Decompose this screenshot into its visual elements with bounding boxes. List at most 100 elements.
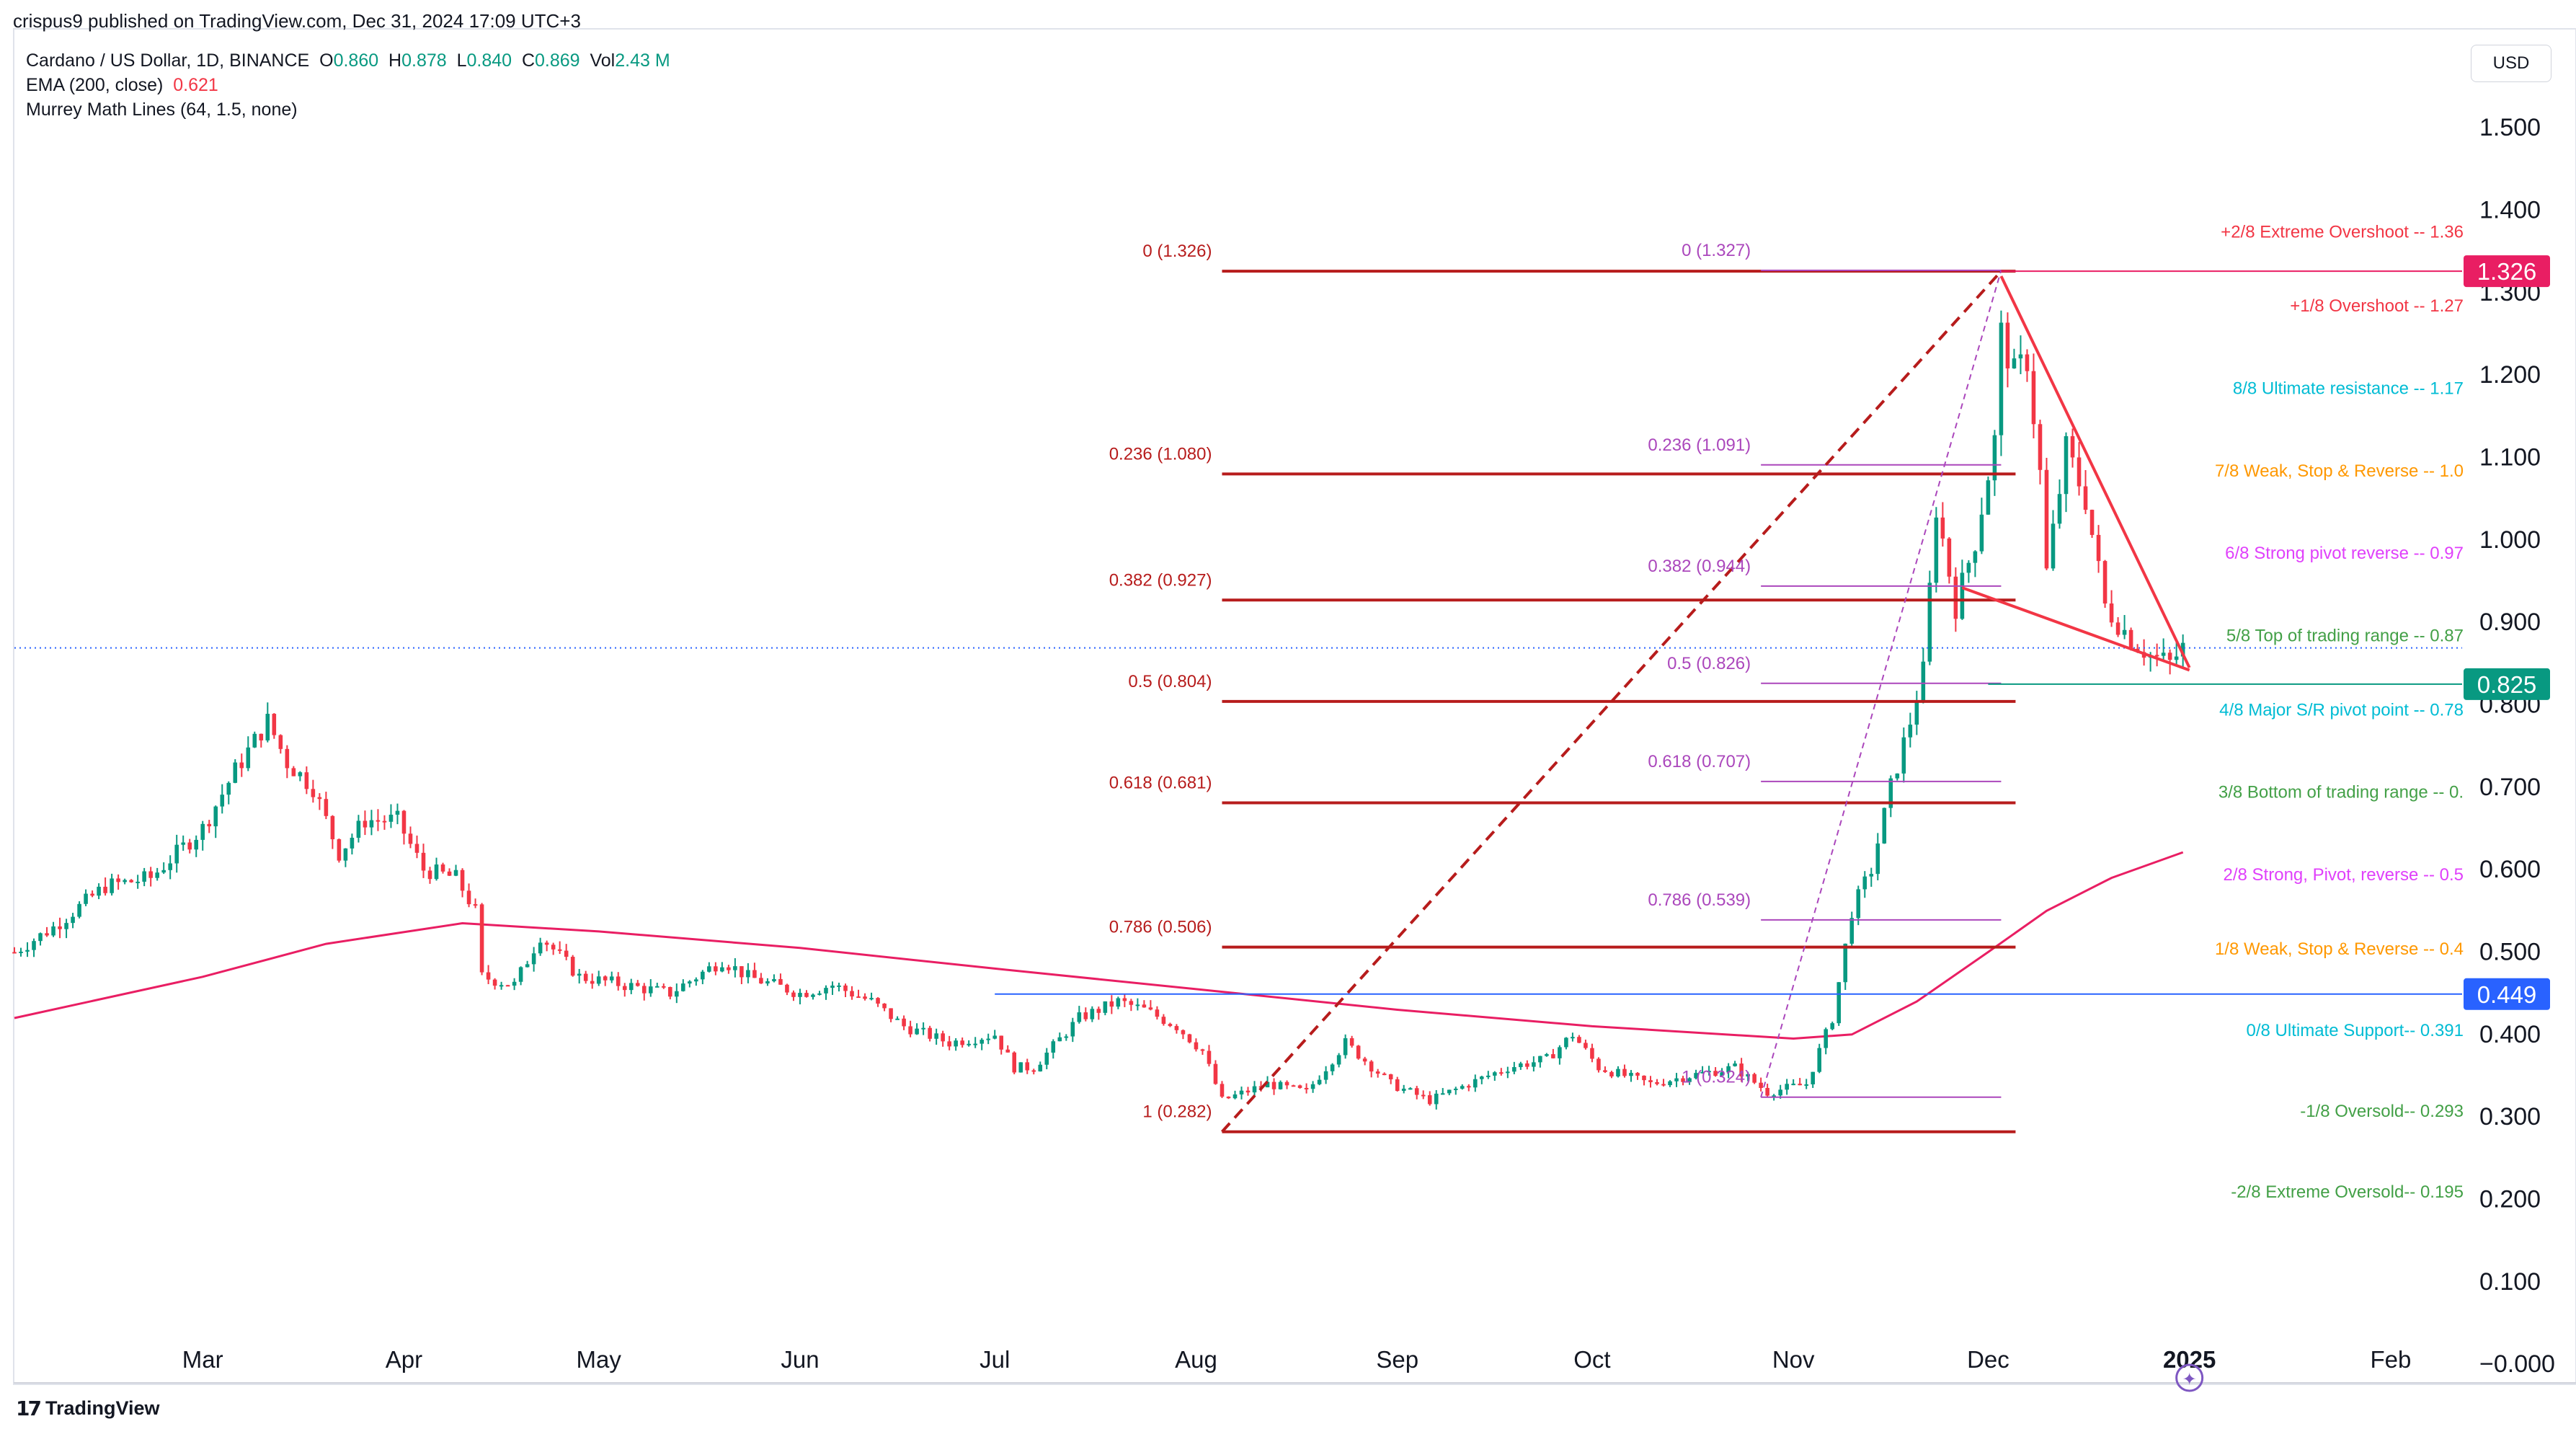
candle-body <box>1927 583 1932 662</box>
candle-body <box>876 998 880 1004</box>
candle-body <box>1519 1063 1523 1068</box>
candle-body <box>1629 1073 1633 1076</box>
candle-body <box>1434 1093 1439 1105</box>
x-tick-label: Apr <box>386 1346 422 1373</box>
candle-body <box>759 978 763 984</box>
y-tick-label: 0.900 <box>2479 609 2541 636</box>
candle-body <box>1953 576 1958 619</box>
candle-body <box>1726 1066 1731 1073</box>
fib-level-label: 1 (0.282) <box>1142 1102 1212 1122</box>
candle-body <box>388 814 394 822</box>
candle-body <box>616 976 621 986</box>
candle-body <box>1103 1001 1108 1013</box>
murrey-line-label: 3/8 Bottom of trading range -- 0. <box>2219 783 2464 802</box>
candle-body <box>77 903 81 917</box>
publish-info: crispus9 published on TradingView.com, D… <box>13 10 581 32</box>
candle-body <box>772 978 776 981</box>
candle-body <box>1882 808 1887 844</box>
candle-body <box>1577 1037 1581 1043</box>
symbol-legend[interactable]: Cardano / US Dollar, 1D, BINANCE O0.860 … <box>26 50 670 71</box>
x-tick-label: Dec <box>1967 1346 2009 1373</box>
candle-body <box>103 886 107 893</box>
candle-body <box>505 985 510 987</box>
candle-body <box>1453 1088 1458 1090</box>
candle-body <box>376 820 381 822</box>
y-tick-label: 1.400 <box>2479 197 2541 224</box>
candle-body <box>45 933 49 936</box>
trend-line <box>1220 270 2002 1133</box>
candle-body <box>1681 1078 1685 1082</box>
candle-body <box>1622 1069 1627 1076</box>
candle-body <box>518 967 523 982</box>
candle-body <box>1025 1062 1030 1071</box>
candle-body <box>2174 656 2179 660</box>
candle-body <box>1343 1038 1348 1056</box>
murrey-line-label: +1/8 Overshoot -- 1.27 <box>2290 296 2464 316</box>
murrey-line-label: -2/8 Extreme Oversold-- 0.195 <box>2231 1182 2464 1202</box>
murrey-legend[interactable]: Murrey Math Lines (64, 1.5, none) <box>26 99 298 120</box>
candle-body <box>1447 1089 1452 1094</box>
murrey-line-label: 6/8 Strong pivot reverse -- 0.97 <box>2225 544 2464 563</box>
candle-body <box>2025 354 2030 371</box>
candle-body <box>1083 1012 1088 1019</box>
tradingview-brand: TradingView <box>45 1397 160 1419</box>
candle-body <box>479 904 484 973</box>
candle-body <box>1655 1081 1659 1084</box>
candle-body <box>1265 1081 1270 1088</box>
candle-body <box>1746 1074 1750 1077</box>
candle-body <box>2089 510 2095 535</box>
low-value: 0.840 <box>466 50 512 71</box>
murrey-line-label: 5/8 Top of trading range -- 0.87 <box>2226 626 2464 645</box>
candle-body <box>1044 1052 1049 1065</box>
candle-body <box>635 983 640 986</box>
price-tag-badge <box>2464 668 2550 700</box>
candle-body <box>1538 1056 1542 1063</box>
candle-body <box>707 966 711 972</box>
candle-body <box>440 864 445 872</box>
candle-body <box>843 985 848 991</box>
candle-body <box>272 714 277 735</box>
candle-body <box>1584 1043 1588 1048</box>
candle-body <box>596 976 601 984</box>
candle-body <box>2083 486 2088 510</box>
candle-body <box>1849 918 1855 944</box>
candle-body <box>727 967 731 970</box>
candle-body <box>1440 1093 1445 1095</box>
tradingview-logo[interactable]: 17 TradingView <box>16 1397 160 1420</box>
candle-body <box>259 733 264 740</box>
candle-body <box>1161 1017 1166 1025</box>
candle-body <box>1571 1037 1575 1039</box>
candle-body <box>1999 322 2004 435</box>
candle-body <box>915 1028 919 1035</box>
ema-value: 0.621 <box>173 75 218 95</box>
candle-body <box>681 983 685 991</box>
candle-body <box>1148 1007 1153 1010</box>
ema-200-line <box>14 851 2184 1040</box>
candle-body <box>641 986 647 994</box>
candle-body <box>123 880 127 882</box>
trend-line <box>1961 586 2190 672</box>
candle-body <box>317 797 322 800</box>
candle-body <box>1532 1062 1536 1067</box>
candle-body <box>1616 1069 1620 1076</box>
candle-body <box>551 944 556 950</box>
candle-body <box>1798 1084 1802 1086</box>
x-tick-label: Jul <box>980 1346 1010 1373</box>
candle-body <box>746 970 750 978</box>
trend-line <box>1760 270 2002 1097</box>
candle-body <box>701 971 705 980</box>
price-tag-label: 0.825 <box>2477 671 2537 698</box>
candle-body <box>1271 1081 1276 1089</box>
x-tick-label: Sep <box>1376 1346 1418 1373</box>
ema-legend[interactable]: EMA (200, close) 0.621 <box>26 75 218 96</box>
candle-body <box>2154 655 2159 657</box>
candle-body <box>850 991 854 997</box>
murrey-line-label: -1/8 Oversold-- 0.293 <box>2300 1102 2464 1121</box>
currency-button[interactable]: USD <box>2471 45 2551 82</box>
tradingview-logo-icon: 17 <box>16 1397 42 1420</box>
candle-body <box>1375 1071 1380 1074</box>
candle-body <box>64 923 68 929</box>
candle-body <box>688 981 692 984</box>
candle-body <box>148 871 153 878</box>
